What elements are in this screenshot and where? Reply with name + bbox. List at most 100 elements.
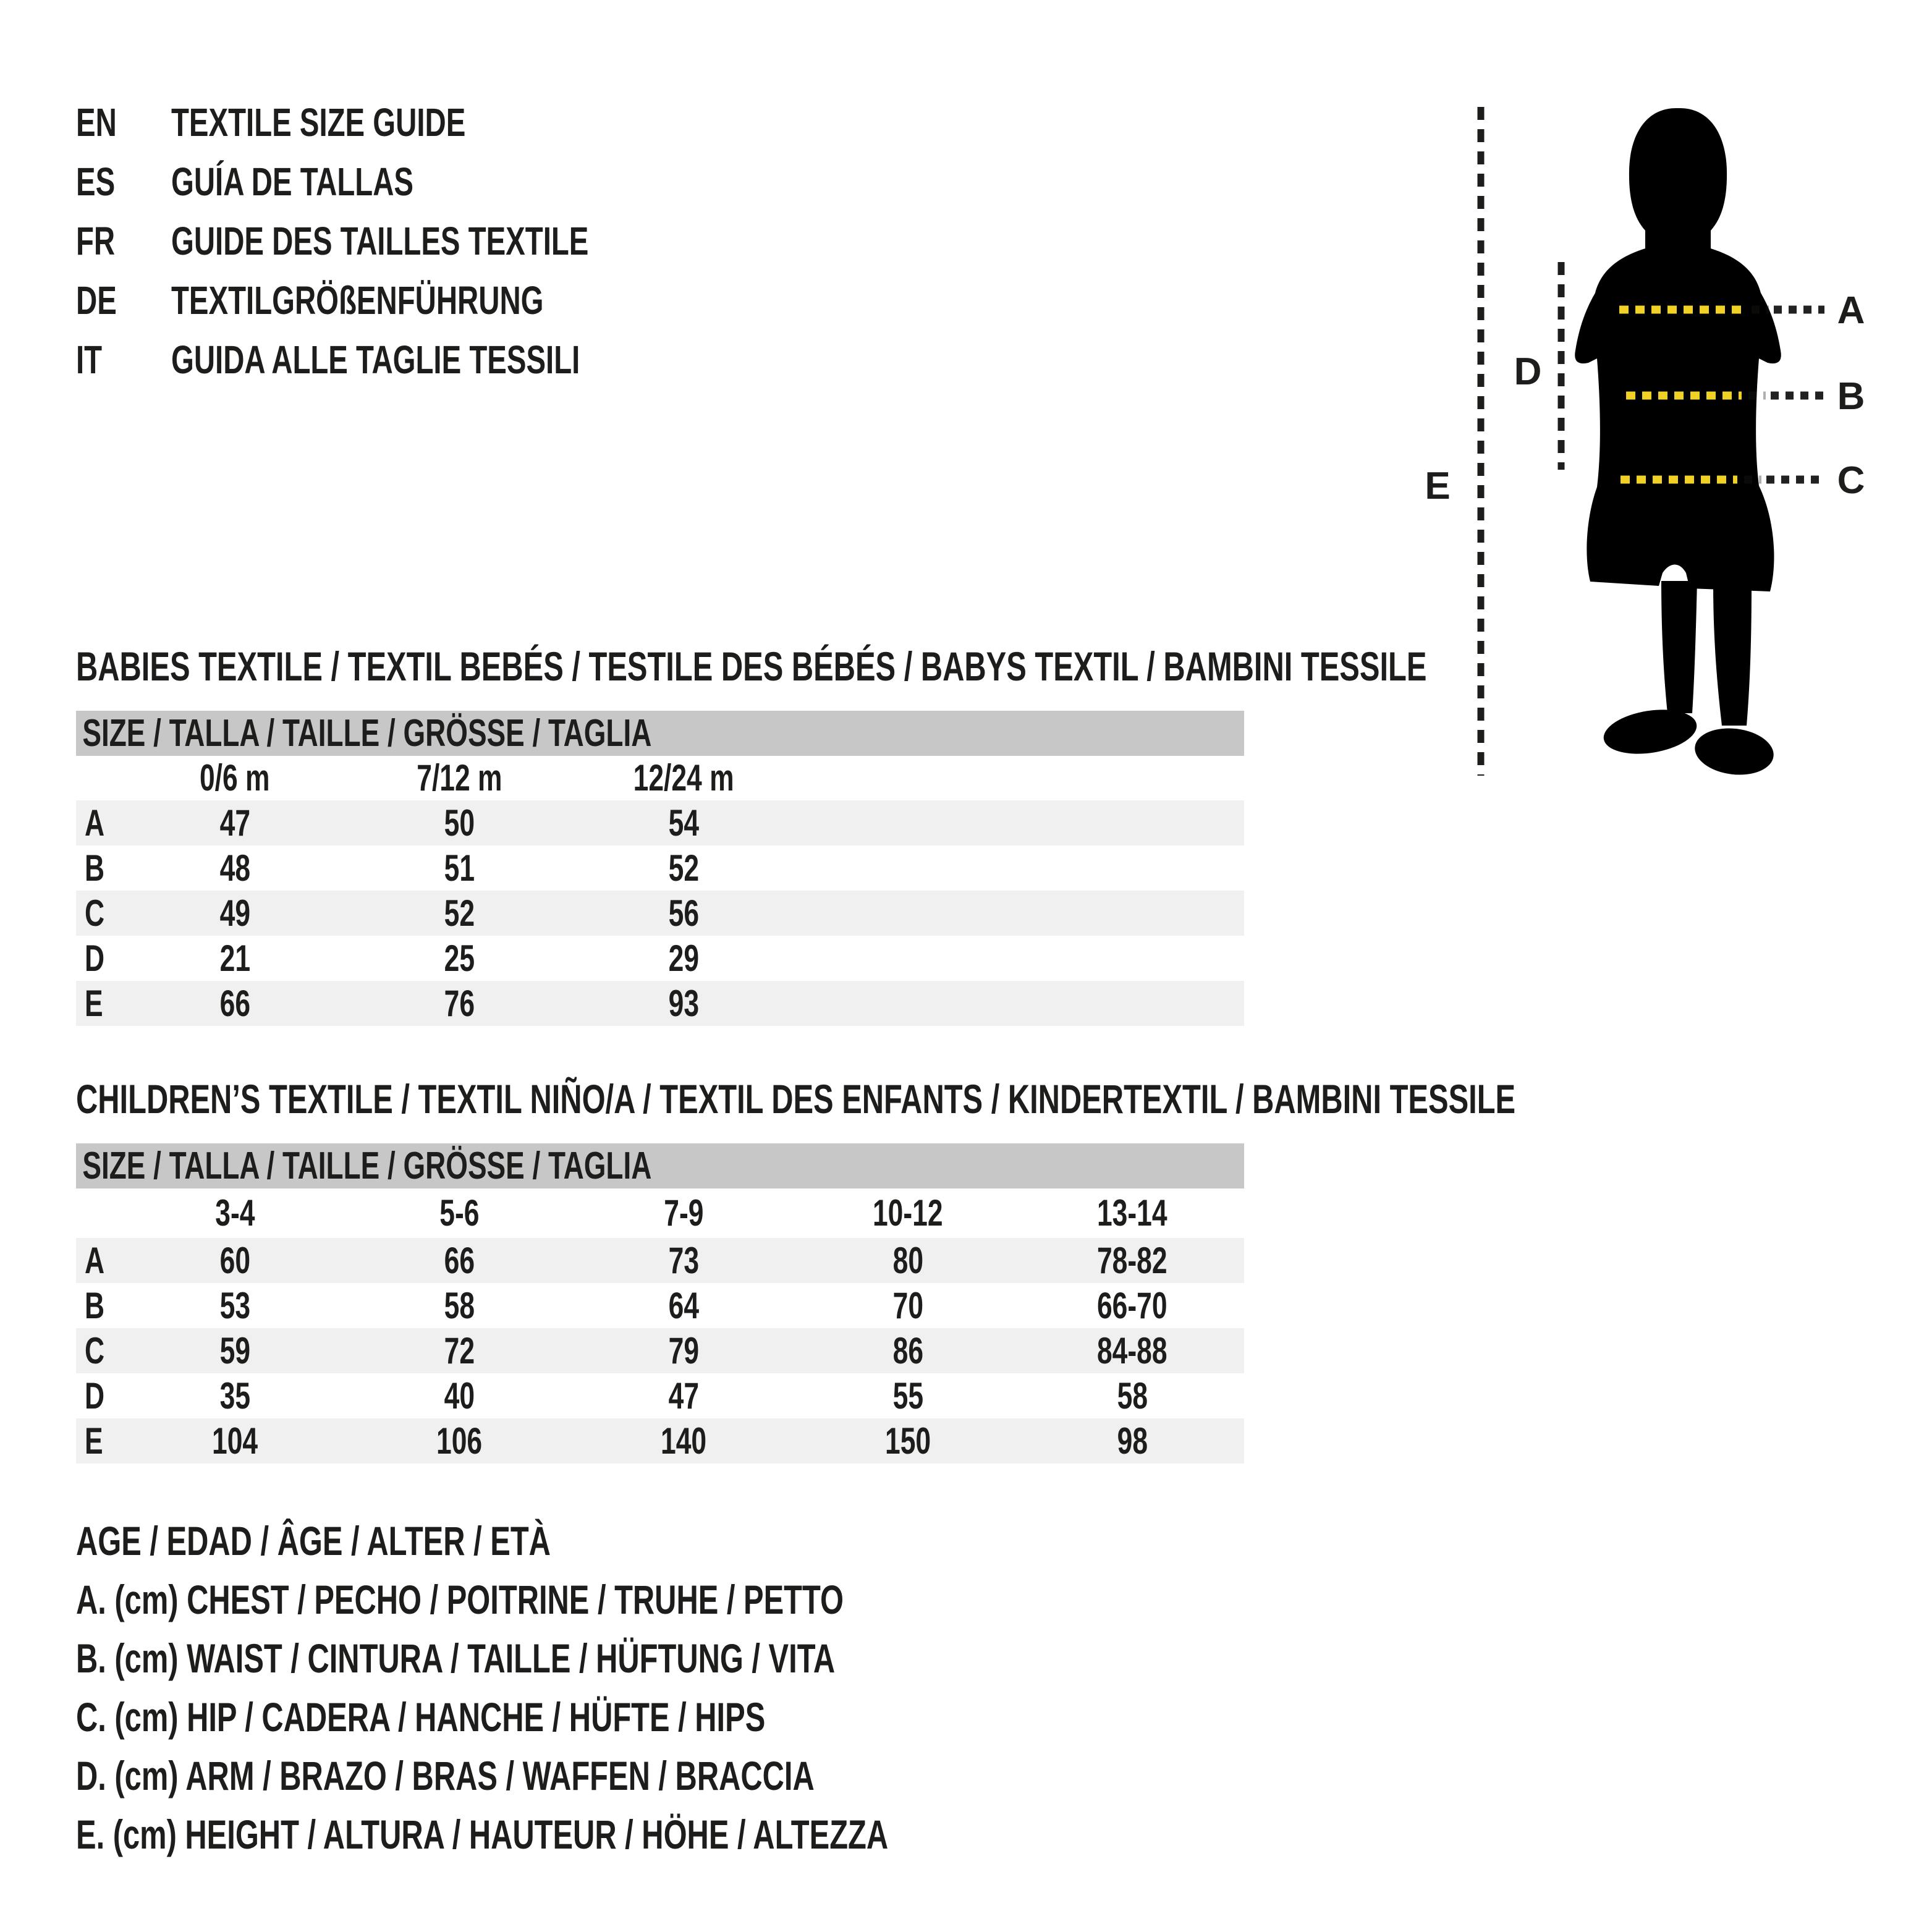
children-table-header-bar: SIZE / TALLA / TAILLE / GRÖSSE / TAGLIA xyxy=(76,1143,1244,1188)
cell-value: 51 xyxy=(444,847,475,889)
column-header: 7-9 xyxy=(663,1192,704,1234)
silhouette-right-shoe xyxy=(1695,728,1774,775)
children-column-headers: 3-4 5-6 7-9 10-12 13-14 xyxy=(76,1188,1244,1238)
cell-value: 29 xyxy=(668,938,699,979)
legend-hip: C. (cm) HIP / CADERA / HANCHE / HÜFTE / … xyxy=(76,1694,766,1740)
cell-value: 72 xyxy=(444,1330,475,1371)
measure-label-arm: D xyxy=(1514,350,1542,393)
silhouette-left-leg xyxy=(1661,581,1697,713)
row-label: C xyxy=(85,1330,105,1371)
column-header: 13-14 xyxy=(1097,1192,1167,1234)
cell-value: 25 xyxy=(444,938,475,979)
cell-value: 106 xyxy=(436,1420,483,1462)
lang-title: GUIDA ALLE TAGLIE TESSILI xyxy=(171,337,580,382)
child-silhouette xyxy=(1575,108,1781,775)
cell-value: 35 xyxy=(219,1375,250,1417)
table-row: C 59 72 79 86 84-88 xyxy=(76,1328,1244,1373)
table-row: D 21 25 29 xyxy=(76,936,1244,981)
babies-table-header-bar: SIZE / TALLA / TAILLE / GRÖSSE / TAGLIA xyxy=(76,711,1244,756)
silhouette-body xyxy=(1575,108,1781,591)
child-measurement-figure: A B C D E xyxy=(1425,107,1865,776)
silhouette-right-leg xyxy=(1713,585,1752,726)
cell-value: 73 xyxy=(668,1240,699,1281)
cell-value: 66 xyxy=(219,983,250,1024)
language-row-de: DE TEXTILGRÖßENFÜHRUNG xyxy=(76,271,735,330)
cell-value: 40 xyxy=(444,1375,475,1417)
cell-value: 49 xyxy=(219,892,250,934)
lang-code: EN xyxy=(76,100,117,145)
legend-waist: B. (cm) WAIST / CINTURA / TAILLE / HÜFTU… xyxy=(76,1635,836,1681)
column-header: 0/6 m xyxy=(200,757,270,799)
row-label: B xyxy=(85,847,105,889)
legend-age: AGE / EDAD / ÂGE / ALTER / ETÀ xyxy=(76,1518,551,1564)
table-row: A 47 50 54 xyxy=(76,800,1244,845)
column-header: 12/24 m xyxy=(633,757,734,799)
cell-value: 50 xyxy=(444,802,475,844)
cell-value: 150 xyxy=(884,1420,931,1462)
cell-value: 66-70 xyxy=(1097,1285,1167,1326)
children-table-title: CHILDREN’S TEXTILE / TEXTIL NIÑO/A / TEX… xyxy=(76,1076,1516,1122)
lang-code: FR xyxy=(76,219,116,263)
row-label: C xyxy=(85,892,105,934)
lang-title: GUÍA DE TALLAS xyxy=(171,159,414,204)
cell-value: 78-82 xyxy=(1097,1240,1167,1281)
row-label: E xyxy=(85,1420,103,1462)
row-label: D xyxy=(85,1375,105,1417)
cell-value: 80 xyxy=(892,1240,923,1281)
table-row: C 49 52 56 xyxy=(76,891,1244,936)
legend-chest: A. (cm) CHEST / PECHO / POITRINE / TRUHE… xyxy=(76,1577,844,1622)
cell-value: 58 xyxy=(444,1285,475,1326)
row-label: D xyxy=(85,938,105,979)
language-list: EN TEXTILE SIZE GUIDE ES GUÍA DE TALLAS … xyxy=(76,93,735,389)
language-row-en: EN TEXTILE SIZE GUIDE xyxy=(76,93,735,152)
cell-value: 59 xyxy=(219,1330,250,1371)
cell-value: 86 xyxy=(892,1330,923,1371)
cell-value: 104 xyxy=(211,1420,258,1462)
legend-arm: D. (cm) ARM / BRAZO / BRAS / WAFFEN / BR… xyxy=(76,1753,815,1799)
cell-value: 54 xyxy=(668,802,699,844)
language-row-it: IT GUIDA ALLE TAGLIE TESSILI xyxy=(76,330,735,389)
silhouette-left-shoe xyxy=(1603,710,1697,754)
table-row: E 104 106 140 150 98 xyxy=(76,1418,1244,1464)
legend-height: E. (cm) HEIGHT / ALTURA / HAUTEUR / HÖHE… xyxy=(76,1811,889,1857)
measure-label-waist: B xyxy=(1837,375,1865,418)
cell-value: 58 xyxy=(1117,1375,1148,1417)
lang-title: GUIDE DES TAILLES TEXTILE xyxy=(171,219,589,263)
cell-value: 84-88 xyxy=(1097,1330,1167,1371)
babies-column-headers: 0/6 m 7/12 m 12/24 m xyxy=(76,756,1244,800)
cell-value: 70 xyxy=(892,1285,923,1326)
cell-value: 64 xyxy=(668,1285,699,1326)
table-row: D 35 40 47 55 58 xyxy=(76,1373,1244,1418)
row-label: B xyxy=(85,1285,105,1326)
lang-code: IT xyxy=(76,337,103,382)
cell-value: 52 xyxy=(444,892,475,934)
lang-code: ES xyxy=(76,159,116,204)
cell-value: 93 xyxy=(668,983,699,1024)
column-header: 10-12 xyxy=(873,1192,943,1234)
cell-value: 98 xyxy=(1117,1420,1148,1462)
cell-value: 55 xyxy=(892,1375,923,1417)
measure-label-height: E xyxy=(1425,465,1450,507)
language-row-es: ES GUÍA DE TALLAS xyxy=(76,152,735,211)
cell-value: 76 xyxy=(444,983,475,1024)
cell-value: 66 xyxy=(444,1240,475,1281)
cell-value: 21 xyxy=(219,938,250,979)
cell-value: 53 xyxy=(219,1285,250,1326)
column-header: 5-6 xyxy=(439,1192,480,1234)
language-row-fr: FR GUIDE DES TAILLES TEXTILE xyxy=(76,211,735,271)
cell-value: 52 xyxy=(668,847,699,889)
table-row: B 48 51 52 xyxy=(76,845,1244,891)
cell-value: 56 xyxy=(668,892,699,934)
measure-label-chest: A xyxy=(1837,289,1865,332)
table-row: A 60 66 73 80 78-82 xyxy=(76,1238,1244,1283)
cell-value: 47 xyxy=(668,1375,699,1417)
row-label: A xyxy=(85,1240,105,1281)
measure-label-hip: C xyxy=(1837,459,1865,502)
row-label: E xyxy=(85,983,103,1024)
lang-code: DE xyxy=(76,278,117,323)
table-row: E 66 76 93 xyxy=(76,981,1244,1026)
lang-title: TEXTILGRÖßENFÜHRUNG xyxy=(171,278,544,323)
cell-value: 140 xyxy=(660,1420,707,1462)
cell-value: 60 xyxy=(219,1240,250,1281)
column-header: 7/12 m xyxy=(416,757,502,799)
